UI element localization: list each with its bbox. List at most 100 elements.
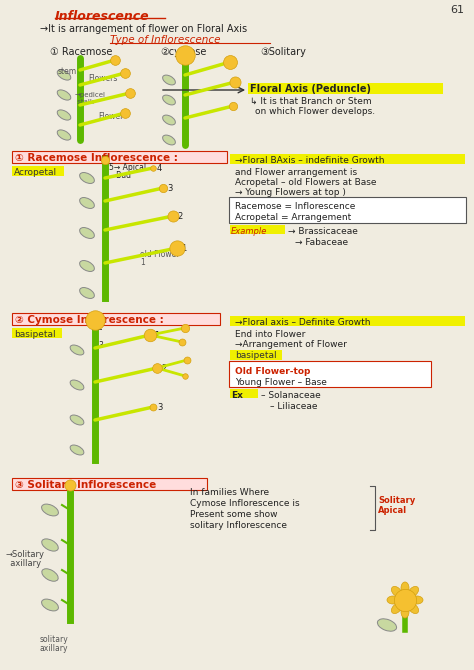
Ellipse shape (401, 606, 409, 618)
Text: Flowers: Flowers (88, 74, 118, 83)
Text: Present some show: Present some show (190, 510, 277, 519)
Text: →pedicel
 stalk: →pedicel stalk (75, 92, 106, 105)
Ellipse shape (411, 596, 423, 604)
FancyBboxPatch shape (12, 166, 64, 176)
Text: ②cymose: ②cymose (160, 47, 206, 57)
Text: ③Solitary: ③Solitary (260, 47, 306, 57)
Text: solitary: solitary (40, 635, 69, 644)
Ellipse shape (80, 287, 94, 298)
Text: Young Flower – Base: Young Flower – Base (235, 378, 327, 387)
Ellipse shape (70, 380, 84, 390)
Text: →Solitary: →Solitary (5, 550, 44, 559)
FancyBboxPatch shape (12, 151, 227, 163)
Text: stem: stem (58, 67, 77, 76)
Text: – Liliaceae: – Liliaceae (270, 402, 318, 411)
Ellipse shape (57, 90, 71, 100)
Ellipse shape (57, 70, 71, 80)
Ellipse shape (70, 445, 84, 455)
Text: ↳ It is that Branch or Stem: ↳ It is that Branch or Stem (250, 97, 372, 106)
Text: Acropetal: Acropetal (14, 168, 57, 177)
Ellipse shape (163, 95, 175, 105)
Text: on which Flower develops.: on which Flower develops. (255, 107, 375, 116)
Ellipse shape (409, 586, 419, 596)
FancyBboxPatch shape (12, 328, 62, 338)
Ellipse shape (57, 110, 71, 120)
Text: Cymose Inflorescence is: Cymose Inflorescence is (190, 499, 300, 508)
Ellipse shape (42, 539, 58, 551)
Ellipse shape (70, 345, 84, 355)
FancyBboxPatch shape (230, 389, 258, 398)
Text: 1: 1 (181, 243, 186, 253)
Text: → Brassicaceae: → Brassicaceae (288, 227, 358, 236)
Text: 2: 2 (98, 323, 103, 332)
Text: End into Flower: End into Flower (235, 330, 305, 339)
Text: 1: 1 (154, 330, 159, 340)
Text: axillary: axillary (5, 559, 41, 568)
Ellipse shape (163, 75, 175, 85)
Text: Ex: Ex (231, 391, 243, 400)
FancyBboxPatch shape (12, 313, 220, 325)
FancyBboxPatch shape (230, 316, 465, 326)
Text: →Floral axis – Definite Growth: →Floral axis – Definite Growth (235, 318, 371, 327)
Ellipse shape (392, 604, 401, 614)
Text: Floral Axis (Peduncle): Floral Axis (Peduncle) (250, 84, 371, 94)
Ellipse shape (163, 115, 175, 125)
Ellipse shape (42, 569, 58, 582)
Ellipse shape (80, 261, 94, 271)
Text: ① Racemose Inflorescence :: ① Racemose Inflorescence : (15, 153, 178, 163)
Ellipse shape (80, 173, 94, 184)
Text: 4: 4 (157, 163, 162, 172)
Text: and Flower arrangement is: and Flower arrangement is (235, 168, 357, 177)
Text: Acropetal = Arrangement: Acropetal = Arrangement (235, 213, 351, 222)
Text: 2: 2 (177, 212, 182, 220)
Text: →Floral BAxis – indefinite Growth: →Floral BAxis – indefinite Growth (235, 156, 384, 165)
Text: basipetal: basipetal (14, 330, 55, 339)
Ellipse shape (401, 582, 409, 594)
Text: Solitary: Solitary (378, 496, 415, 505)
FancyBboxPatch shape (230, 350, 282, 360)
Ellipse shape (42, 599, 58, 611)
Text: →It is arrangement of flower on Floral Axis: →It is arrangement of flower on Floral A… (40, 24, 247, 34)
Text: – Solanaceae: – Solanaceae (261, 391, 321, 400)
Text: 1: 1 (140, 258, 145, 267)
Text: 3: 3 (157, 403, 163, 411)
Text: Flower: Flower (98, 112, 123, 121)
Text: Type of Inflorescence: Type of Inflorescence (110, 35, 220, 45)
Text: →Arrangement of Flower: →Arrangement of Flower (235, 340, 347, 349)
Text: ③ Solitary Inflorescence: ③ Solitary Inflorescence (15, 480, 156, 490)
Text: In families Where: In families Where (190, 488, 269, 497)
Ellipse shape (57, 130, 71, 140)
Ellipse shape (70, 415, 84, 425)
FancyBboxPatch shape (230, 225, 285, 234)
FancyBboxPatch shape (230, 154, 465, 164)
Text: 3: 3 (98, 341, 103, 350)
Ellipse shape (80, 198, 94, 208)
Ellipse shape (409, 604, 419, 614)
Ellipse shape (377, 619, 397, 631)
Text: ② Cymose Inflorescence :: ② Cymose Inflorescence : (15, 315, 164, 325)
Text: axillary: axillary (40, 644, 69, 653)
Text: Acropetal – old Flowers at Base: Acropetal – old Flowers at Base (235, 178, 376, 187)
Text: Bud: Bud (109, 171, 131, 180)
Ellipse shape (387, 596, 399, 604)
Text: old Flower: old Flower (140, 250, 180, 259)
Text: 2: 2 (161, 364, 166, 373)
Ellipse shape (80, 228, 94, 239)
FancyBboxPatch shape (248, 83, 443, 94)
Text: → Fabaceae: → Fabaceae (295, 238, 348, 247)
Text: Old Flower-top: Old Flower-top (235, 367, 310, 376)
FancyBboxPatch shape (12, 478, 207, 490)
FancyBboxPatch shape (229, 361, 431, 387)
Ellipse shape (392, 586, 401, 596)
Text: Example: Example (231, 227, 267, 236)
Text: solitary Inflorescence: solitary Inflorescence (190, 521, 287, 530)
Text: 5→ Apical: 5→ Apical (109, 163, 146, 172)
Text: Racemose = Inflorescence: Racemose = Inflorescence (235, 202, 356, 211)
Text: ① Racemose: ① Racemose (50, 47, 112, 57)
Ellipse shape (163, 135, 175, 145)
Text: 3: 3 (167, 184, 173, 192)
Ellipse shape (42, 504, 58, 516)
Text: Apical: Apical (378, 506, 407, 515)
Text: 61: 61 (450, 5, 464, 15)
FancyBboxPatch shape (229, 197, 466, 223)
